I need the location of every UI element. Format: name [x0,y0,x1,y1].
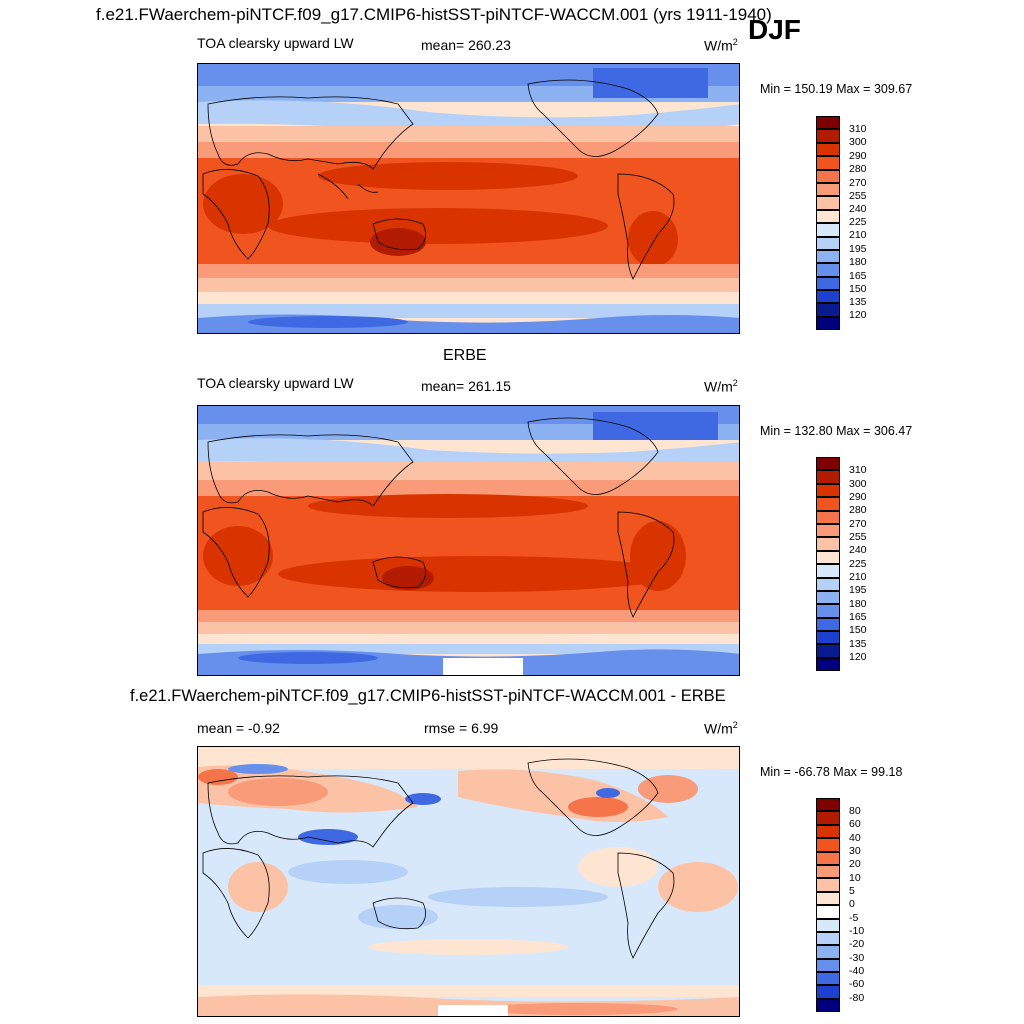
panel2-cbar-label: 225 [849,558,867,570]
panel2-mean-label: mean= 261.15 [421,378,511,394]
panel2-map-svg [198,406,739,675]
panel1-cbar-label: 180 [849,256,867,268]
panel1-map-svg [198,64,739,333]
panel2-unit-label: W/m2 [704,378,738,395]
panel3-cbar-label: -20 [849,938,865,950]
season-label: DJF [748,14,801,45]
panel2-cbar-label: 280 [849,504,867,516]
panel2-cbar-label: 120 [849,651,867,663]
panel2-section-title: ERBE [443,347,487,364]
panel3-cbar-label: 10 [849,872,861,884]
panel3-minmax: Min = -66.78 Max = 99.18 [760,765,903,779]
panel1-cbar-label: 290 [849,150,867,162]
panel3-cbar-label: -5 [849,912,859,924]
panel1-colorbar [816,116,840,331]
panel3-cbar-label: -30 [849,952,865,964]
panel3-section-title: f.e21.FWaerchem-piNTCF.f09_g17.CMIP6-his… [130,687,726,705]
panel3-rmse-label: rmse = 6.99 [424,720,499,736]
panel1-cbar-label: 255 [849,190,867,202]
panel3-cbar-label: 0 [849,898,855,910]
panel3-cbar-label: -60 [849,978,865,990]
panel2-cbar-label: 150 [849,624,867,636]
panel1-cbar-label: 135 [849,296,867,308]
panel1-cbar-label: 120 [849,309,867,321]
panel3-cbar-label: 5 [849,885,855,897]
panel3-cbar-label: -80 [849,992,865,1004]
panel2-cbar-label: 310 [849,464,867,476]
panel3-colorbar [816,798,840,1013]
main-title: f.e21.FWaerchem-piNTCF.f09_g17.CMIP6-his… [96,5,772,24]
panel3-mean-label: mean = -0.92 [197,720,280,736]
panel2-cbar-label: 240 [849,544,867,556]
panel2-cbar-label: 135 [849,638,867,650]
panel1-cbar-label: 280 [849,163,867,175]
panel1-variable-label: TOA clearsky upward LW [197,35,354,51]
panel1-cbar-label: 225 [849,216,867,228]
panel1-cbar-label: 270 [849,177,867,189]
panel1-minmax: Min = 150.19 Max = 309.67 [760,82,913,96]
panel1-map [197,63,740,334]
panel1-cbar-label: 300 [849,136,867,148]
panel2-cbar-label: 270 [849,518,867,530]
panel3-cbar-label: 20 [849,858,861,870]
panel2-cbar-label: 210 [849,571,867,583]
panel2-map [197,405,740,676]
panel1-cbar-label: 240 [849,203,867,215]
panel3-cbar-label: -10 [849,925,865,937]
panel3-cbar-label: 40 [849,832,861,844]
panel3-cbar-label: 30 [849,845,861,857]
panel3-map-svg [198,747,739,1016]
panel1-mean-label: mean= 260.23 [421,37,511,53]
panel2-cbar-label: 255 [849,531,867,543]
panel2-colorbar [816,457,840,672]
panel3-map [197,746,740,1017]
panel1-cbar-label: 310 [849,123,867,135]
panel2-cbar-label: 165 [849,611,867,623]
panel1-cbar-label: 150 [849,283,867,295]
panel2-cbar-label: 290 [849,491,867,503]
panel3-cbar-label: 80 [849,805,861,817]
panel2-cbar-label: 180 [849,598,867,610]
panel2-cbar-label: 195 [849,584,867,596]
panel3-cbar-label: 60 [849,818,861,830]
panel2-variable-label: TOA clearsky upward LW [197,375,354,391]
panel3-cbar-label: -40 [849,965,865,977]
panel1-cbar-label: 210 [849,229,867,241]
panel3-unit-label: W/m2 [704,720,738,737]
panel1-cbar-label: 195 [849,243,867,255]
panel2-cbar-label: 300 [849,478,867,490]
panel1-unit-label: W/m2 [704,37,738,54]
panel1-cbar-label: 165 [849,270,867,282]
panel2-minmax: Min = 132.80 Max = 306.47 [760,424,913,438]
